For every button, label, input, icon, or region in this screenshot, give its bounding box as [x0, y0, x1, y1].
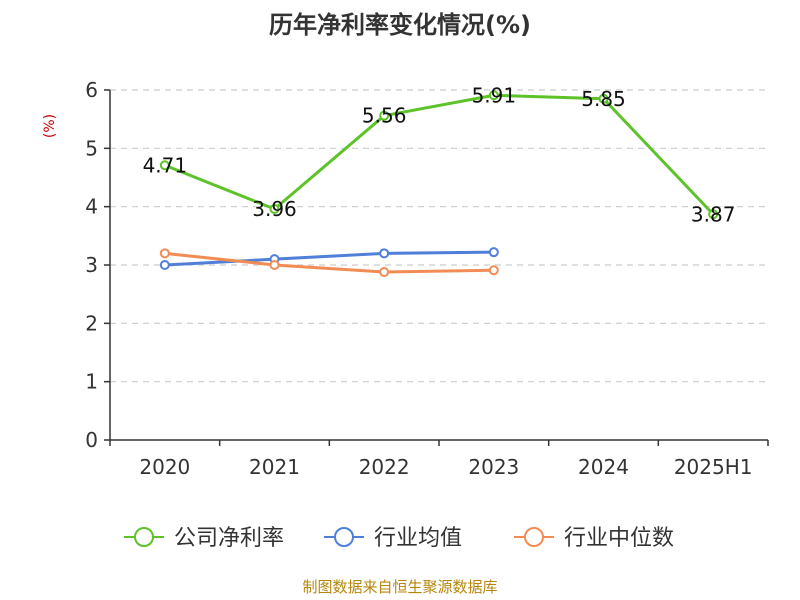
y-tick-label: 2 [85, 311, 98, 335]
legend-marker-icon [524, 527, 544, 547]
chart-title: 历年净利率变化情况(%) [269, 11, 531, 39]
data-label: 5.56 [362, 104, 407, 128]
y-tick-label: 1 [85, 370, 98, 394]
x-tick-label: 2022 [359, 455, 410, 479]
legend-marker-icon [134, 527, 154, 547]
x-tick-label: 2020 [139, 455, 190, 479]
legend-label: 行业中位数 [564, 526, 674, 551]
series-point-0 [379, 110, 390, 121]
data-labels: 4.71 3.96 5.56 5.91 5.85 3.87 [143, 83, 736, 226]
x-tick-label: 2021 [249, 455, 300, 479]
series-point-1 [488, 247, 499, 258]
legend-label: 行业均值 [374, 526, 462, 551]
x-tick-label: 2023 [468, 455, 519, 479]
series-point-1 [159, 260, 170, 270]
series-point-0 [598, 93, 609, 104]
series-point-0 [488, 90, 499, 101]
legend-item-1[interactable]: 行业均值 [324, 526, 462, 551]
legend-item-2[interactable]: 行业中位数 [514, 526, 674, 551]
gridlines [110, 89, 768, 383]
data-label: 4.71 [143, 153, 188, 177]
y-tick-label: 5 [85, 136, 98, 160]
x-tick-label: 2025H1 [674, 455, 753, 479]
legend-marker-icon [334, 527, 354, 547]
x-tick-label: 2024 [578, 455, 629, 479]
series-point-1 [379, 248, 390, 259]
series-point-0 [159, 160, 170, 171]
data-label: 3.87 [691, 202, 736, 226]
axes: 0 1 2 3 4 5 6 2020 2021 2022 2023 2024 2025H1 [85, 78, 769, 479]
y-tick-label: 6 [85, 78, 98, 102]
legend-label: 公司净利率 [174, 526, 284, 551]
y-tick-label: 3 [85, 253, 98, 277]
data-label: 3.96 [252, 197, 297, 221]
series-point-2 [488, 265, 499, 276]
series-layer [159, 90, 719, 277]
source-note: 制图数据来自恒生聚源数据库 [302, 578, 497, 596]
series-line-2 [164, 251, 494, 274]
series-line-0 [164, 93, 715, 216]
series-point-2 [159, 248, 170, 259]
data-label: 5.91 [472, 83, 517, 107]
y-axis-label: (%) [42, 114, 58, 138]
y-tick-label: 0 [85, 428, 98, 452]
data-label: 5.85 [581, 87, 626, 111]
series-line-1 [164, 250, 494, 267]
legend[interactable]: 公司净利率 行业均值 行业中位数 [124, 526, 674, 551]
legend-item-0[interactable]: 公司净利率 [124, 526, 284, 551]
y-tick-label: 4 [85, 195, 98, 219]
series-point-0 [269, 204, 280, 214]
series-point-2 [269, 260, 280, 270]
series-point-2 [379, 267, 390, 277]
series-point-0 [708, 209, 719, 220]
